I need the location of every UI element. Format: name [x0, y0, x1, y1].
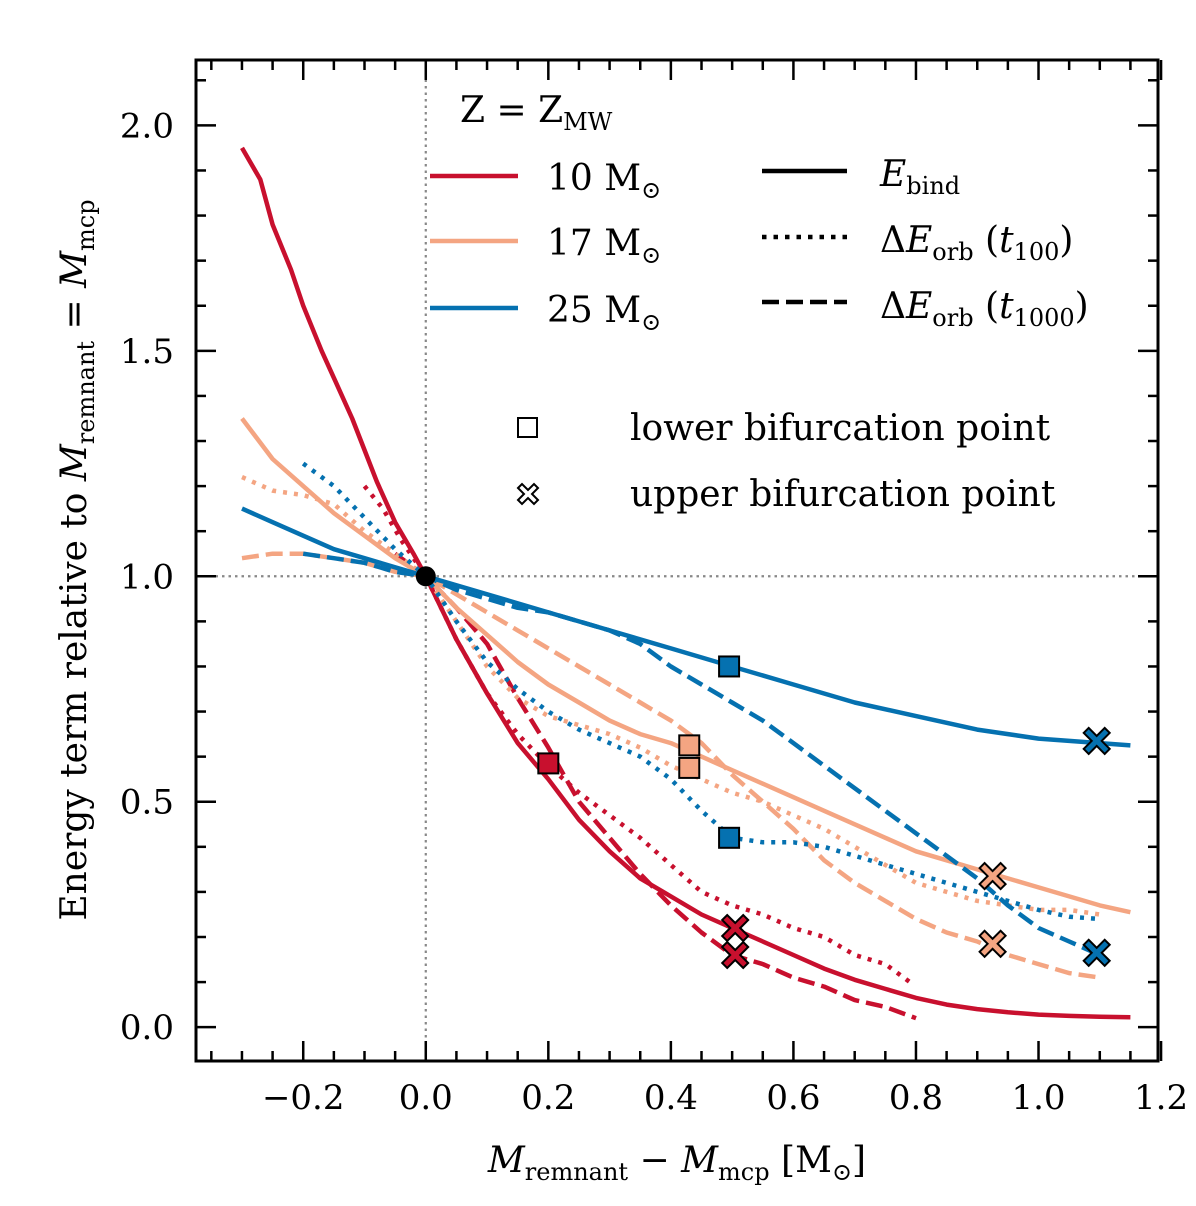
- y-tick-label: 0.5: [120, 783, 174, 823]
- marker-x-9: [1082, 726, 1112, 756]
- series-line-4: [241, 475, 1101, 917]
- legend-entry-10msun: 10 M⊙: [430, 158, 661, 204]
- legend-label-ebind: Ebind: [879, 154, 960, 200]
- series-line-5: [241, 551, 1101, 980]
- x-tick-label: 1.0: [1011, 1078, 1065, 1118]
- legend-entry-25msun: 25 M⊙: [430, 290, 661, 336]
- legend-label-eorb-t1000: ΔEorb (t1000): [880, 286, 1089, 332]
- y-tick-label: 1.5: [120, 332, 174, 372]
- reference-lines: [196, 60, 1158, 1061]
- y-tick-label: 2.0: [120, 106, 174, 146]
- legend-label-lower-bifurcation: lower bifurcation point: [630, 408, 1051, 449]
- x-tick-label: 0.6: [766, 1078, 820, 1118]
- legend-square-marker: [517, 417, 538, 438]
- x-tick-label: 0.0: [399, 1078, 453, 1118]
- marker-square-8: [718, 826, 741, 849]
- series-line-1: [362, 484, 912, 984]
- legend-entry-lower-bifurcation: lower bifurcation point: [517, 408, 1051, 449]
- axis-ticks: −0.2 0.0 0.2 0.4 0.6 0.8 1.0 1.2 0.0 0.5 1.0 1.5 2.0: [120, 60, 1188, 1118]
- x-tick-label: −0.2: [262, 1078, 345, 1118]
- legend-label-eorb-t100: ΔEorb (t100): [880, 220, 1073, 266]
- marker-square-0: [537, 752, 560, 775]
- reference-point: [415, 566, 436, 587]
- marker-x-6: [978, 929, 1008, 959]
- legend-entry-eorb-t1000: ΔEorb (t1000): [762, 286, 1089, 332]
- legend-entry-17msun: 17 M⊙: [430, 223, 661, 269]
- legend-label-10msun: 10 M⊙: [547, 158, 661, 204]
- series-line-0: [240, 146, 1131, 1020]
- x-tick-label: 1.2: [1134, 1078, 1188, 1118]
- legend-title: Z = ZMW: [460, 90, 613, 136]
- y-tick-label: 1.0: [120, 557, 174, 597]
- series-line-7: [301, 461, 1100, 922]
- marker-x-10: [1082, 938, 1112, 968]
- legend-x-marker: [516, 482, 540, 506]
- x-tick-label: 0.2: [521, 1078, 575, 1118]
- legend: Z = ZMW 10 M⊙ 17 M⊙ 25 M⊙ Ebind ΔEorb (t…: [430, 90, 1089, 515]
- legend-label-17msun: 17 M⊙: [547, 223, 661, 269]
- x-tick-label: 0.8: [889, 1078, 943, 1118]
- legend-label-upper-bifurcation: upper bifurcation point: [630, 474, 1056, 515]
- marker-x-2: [720, 940, 750, 970]
- marker-square-4: [678, 756, 701, 779]
- x-axis-title: Mremnant − Mmcp [M⊙]: [487, 1140, 866, 1186]
- legend-entry-upper-bifurcation: upper bifurcation point: [516, 474, 1056, 515]
- plot-frame: [194, 58, 1160, 1063]
- legend-entry-ebind: Ebind: [762, 154, 960, 200]
- marker-square-7: [718, 655, 741, 678]
- marker-x-1: [720, 913, 750, 943]
- series-line-8: [302, 551, 1101, 958]
- series-layer: [240, 146, 1131, 1021]
- x-tick-label: 0.4: [644, 1078, 698, 1118]
- y-tick-label: 0.0: [120, 1008, 174, 1048]
- legend-entry-eorb-t100: ΔEorb (t100): [762, 220, 1073, 266]
- legend-label-25msun: 25 M⊙: [547, 290, 661, 336]
- marker-square-3: [678, 734, 701, 757]
- marker-layer: [415, 566, 1112, 970]
- y-axis-title: Energy term relative to Mremnant = Mmcp: [54, 199, 100, 920]
- marker-x-5: [978, 861, 1008, 891]
